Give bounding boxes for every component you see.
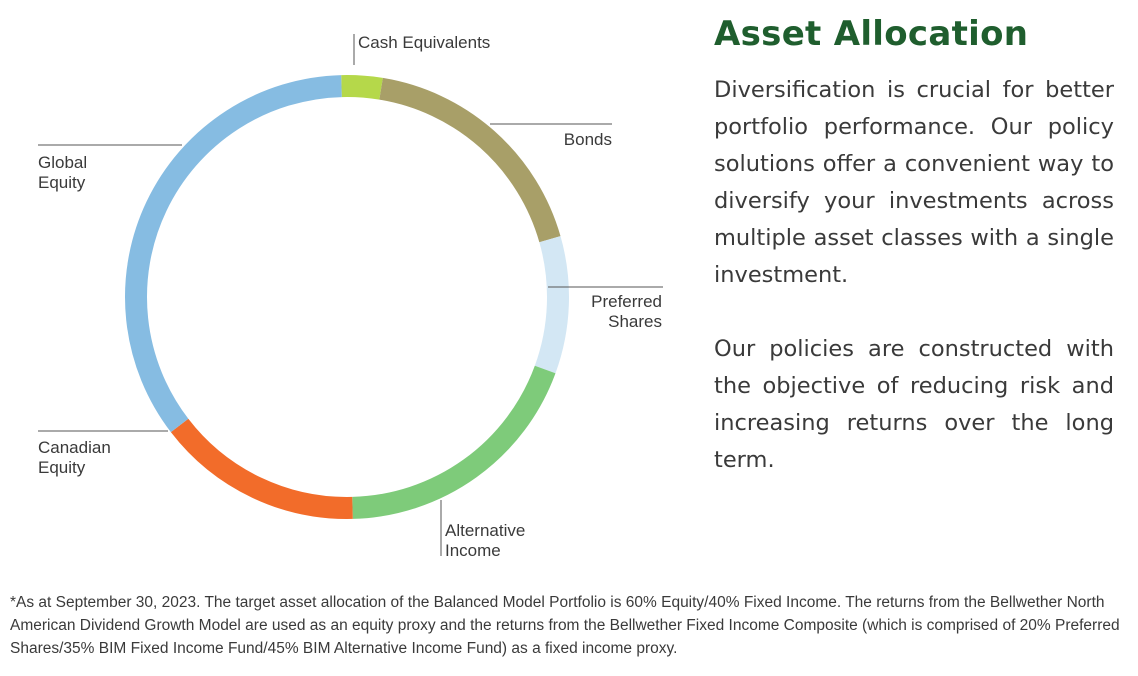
donut-slice-cash-equivalents xyxy=(341,75,383,100)
donut-slice-global-equity xyxy=(125,75,342,433)
slice-label-canadian-equity: Canadian Equity xyxy=(38,438,111,477)
slice-label-cash-equivalents: Cash Equivalents xyxy=(358,33,490,52)
donut-slice-alternative-income xyxy=(352,365,556,519)
slice-label-bonds: Bonds xyxy=(564,130,612,149)
description-paragraph-1: Diversification is crucial for better po… xyxy=(714,77,1114,288)
footnote: *As at September 30, 2023. The target as… xyxy=(10,594,1120,657)
slice-label-alternative-income: Alternative Income xyxy=(445,521,525,560)
slice-label-preferred-shares: Preferred Shares xyxy=(591,292,662,331)
donut-slice-bonds xyxy=(379,77,561,243)
description-paragraph-2: Our policies are constructed with the ob… xyxy=(714,336,1114,473)
asset-allocation-donut-chart: Cash Equivalents Bonds Preferred Shares Alte… xyxy=(38,33,663,560)
donut-slice-canadian-equity xyxy=(170,418,353,519)
donut-slice-preferred-shares xyxy=(534,236,569,374)
page-title: Asset Allocation xyxy=(714,14,1029,54)
slice-label-global-equity: Global Equity xyxy=(38,153,87,192)
text-panel: Asset Allocation Diversification is cruc… xyxy=(714,14,1114,479)
